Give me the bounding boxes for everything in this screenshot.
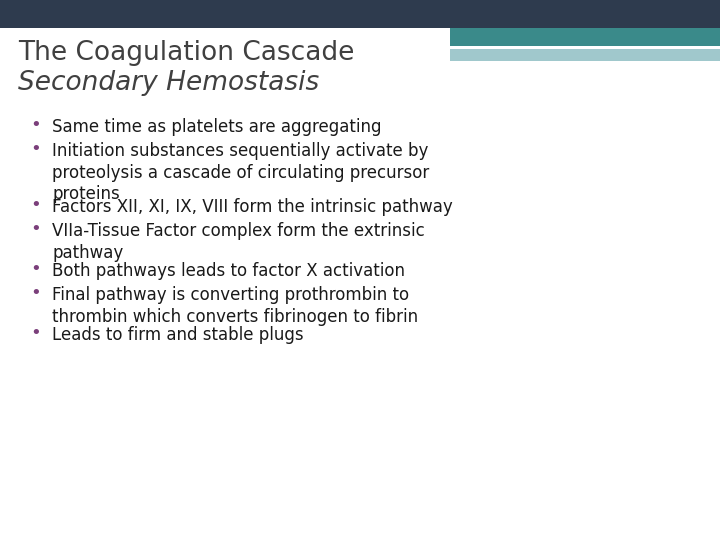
Text: •: • — [31, 196, 41, 214]
Text: •: • — [31, 260, 41, 278]
Text: Leads to firm and stable plugs: Leads to firm and stable plugs — [52, 326, 304, 344]
Bar — [450, 46, 720, 49]
Text: Final pathway is converting prothrombin to
thrombin which converts fibrinogen to: Final pathway is converting prothrombin … — [52, 286, 418, 326]
Text: Secondary Hemostasis: Secondary Hemostasis — [18, 70, 319, 96]
Text: Both pathways leads to factor X activation: Both pathways leads to factor X activati… — [52, 262, 405, 280]
Bar — [450, 49, 720, 61]
Text: •: • — [31, 140, 41, 158]
Text: •: • — [31, 116, 41, 134]
Text: •: • — [31, 324, 41, 342]
Text: Initiation substances sequentially activate by
proteolysis a cascade of circulat: Initiation substances sequentially activ… — [52, 142, 429, 203]
Bar — [0, 0, 720, 28]
Text: The Coagulation Cascade: The Coagulation Cascade — [18, 40, 354, 66]
Text: •: • — [31, 284, 41, 302]
Text: •: • — [31, 220, 41, 238]
Text: Same time as platelets are aggregating: Same time as platelets are aggregating — [52, 118, 382, 136]
Text: VIIa-Tissue Factor complex form the extrinsic
pathway: VIIa-Tissue Factor complex form the extr… — [52, 222, 425, 261]
Bar — [450, 28, 720, 46]
Text: Factors XII, XI, IX, VIII form the intrinsic pathway: Factors XII, XI, IX, VIII form the intri… — [52, 198, 453, 216]
